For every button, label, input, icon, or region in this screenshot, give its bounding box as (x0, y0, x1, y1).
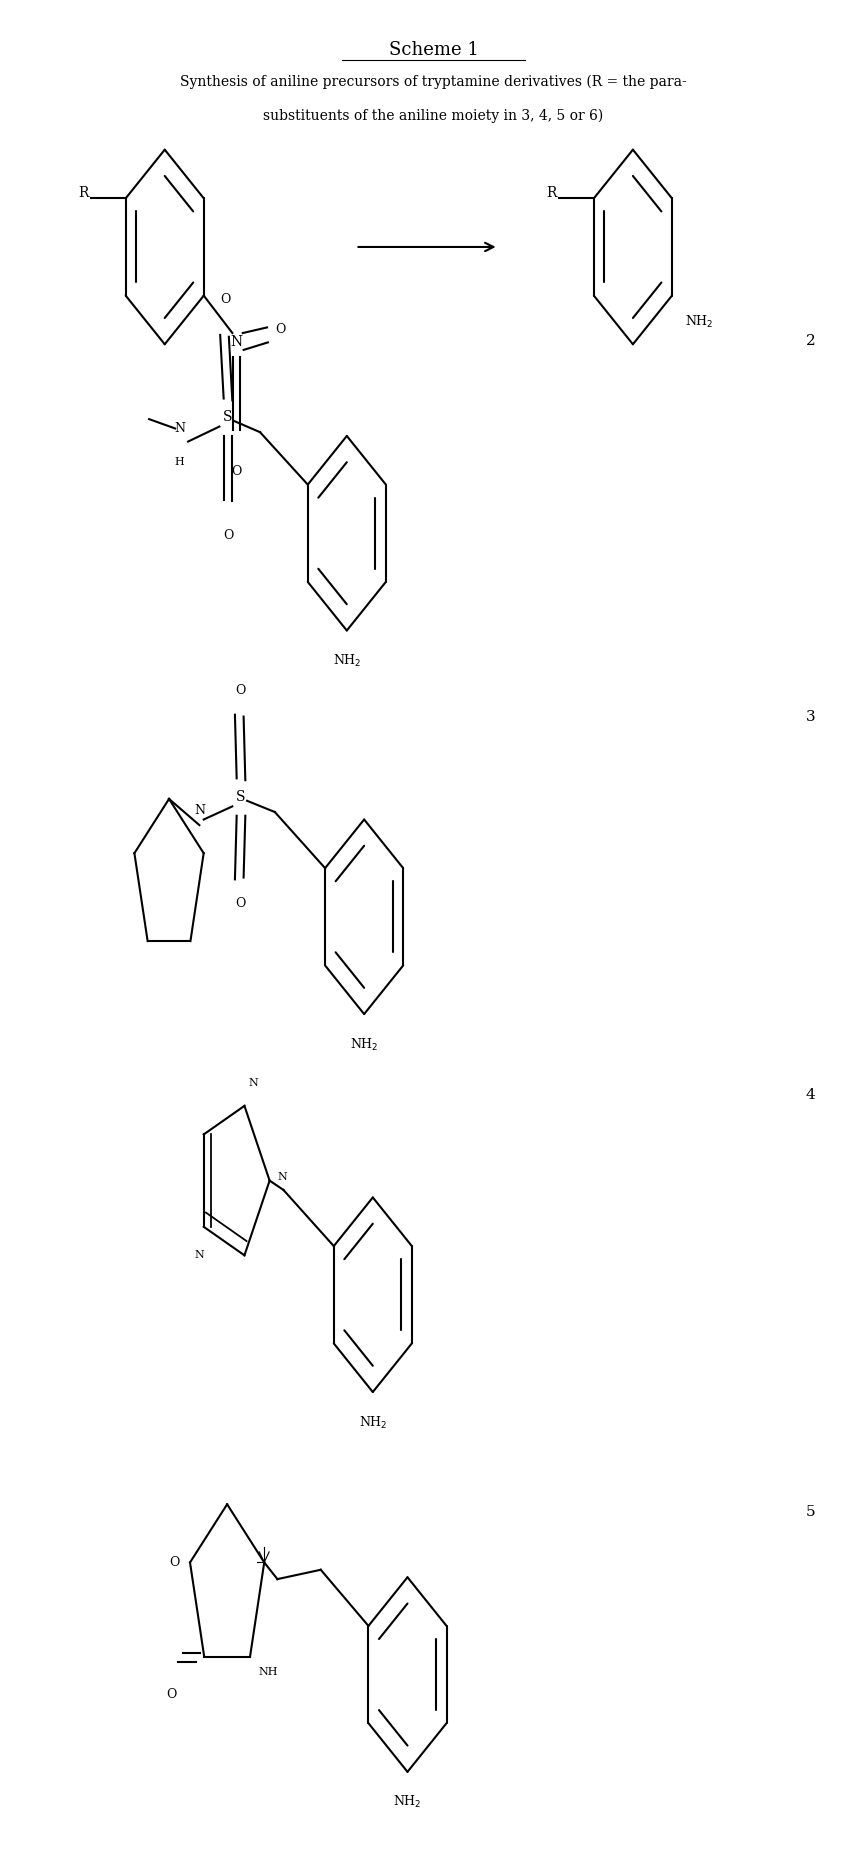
Text: substituents of the aniline moiety in 3, 4, 5 or 6): substituents of the aniline moiety in 3,… (264, 109, 603, 123)
Text: NH$_2$: NH$_2$ (350, 1037, 378, 1053)
Text: Synthesis of aniline precursors of tryptamine derivatives (R = the para-: Synthesis of aniline precursors of trypt… (180, 75, 687, 90)
Text: O: O (235, 685, 245, 696)
Text: N: N (248, 1078, 258, 1089)
Text: 3: 3 (805, 709, 816, 724)
Text: Scheme 1: Scheme 1 (388, 41, 479, 60)
Text: O: O (275, 324, 285, 335)
Text: S: S (222, 410, 231, 425)
Text: O: O (224, 529, 234, 541)
Text: O: O (235, 898, 245, 909)
Text: NH: NH (258, 1667, 278, 1676)
Text: R: R (546, 185, 557, 200)
Text: O: O (231, 466, 242, 477)
Text: NH$_2$: NH$_2$ (333, 653, 361, 670)
Text: H: H (174, 457, 185, 468)
Text: N: N (277, 1171, 288, 1182)
Text: O: O (166, 1688, 176, 1701)
Text: N: N (174, 423, 185, 434)
Text: N: N (194, 805, 205, 816)
Text: S: S (235, 790, 244, 805)
Text: 2: 2 (805, 333, 816, 348)
Text: N: N (194, 1250, 205, 1259)
Text: N: N (231, 335, 243, 350)
Text: 5: 5 (805, 1504, 816, 1519)
Text: NH$_2$: NH$_2$ (685, 314, 714, 331)
Text: 4: 4 (805, 1087, 816, 1102)
Text: NH$_2$: NH$_2$ (359, 1414, 387, 1431)
Text: NH$_2$: NH$_2$ (394, 1794, 421, 1811)
Text: O: O (220, 294, 231, 305)
Text: R: R (78, 185, 88, 200)
Text: O: O (169, 1557, 179, 1570)
